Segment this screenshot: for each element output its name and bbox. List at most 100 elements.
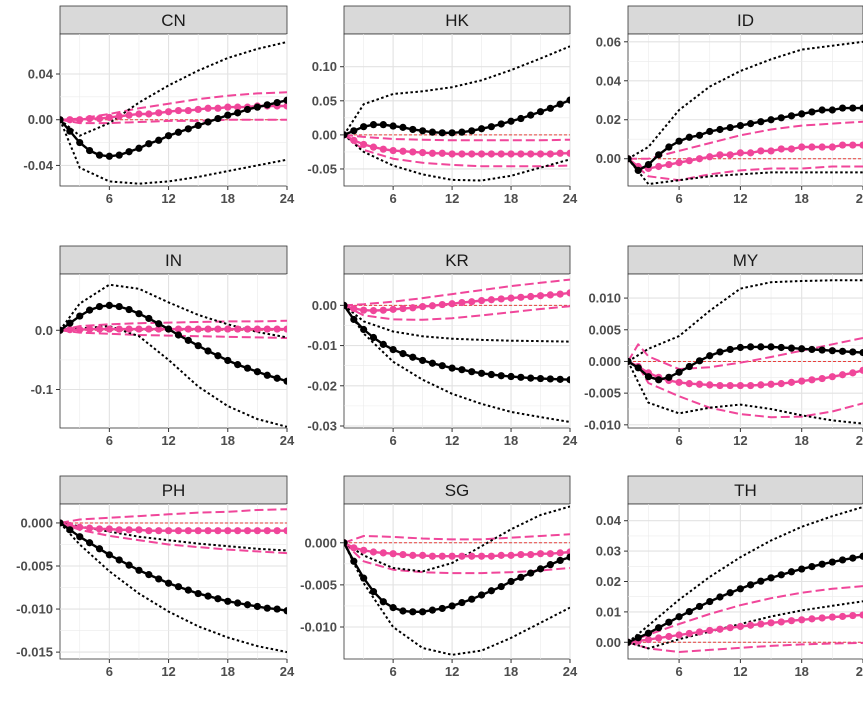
data-point (665, 618, 673, 626)
data-point (350, 304, 358, 313)
data-point (389, 345, 397, 354)
data-point (859, 611, 863, 619)
data-point (105, 525, 113, 533)
data-point (716, 125, 724, 134)
data-point (706, 597, 714, 606)
data-point (536, 550, 545, 558)
x-tick-label: 6 (106, 191, 113, 206)
data-point (389, 146, 397, 155)
data-point (184, 336, 192, 344)
data-point (409, 353, 417, 361)
data-point (448, 300, 456, 308)
data-point (634, 634, 642, 642)
data-point (726, 624, 734, 632)
data-point (360, 123, 368, 131)
data-point (95, 151, 104, 159)
data-point (273, 98, 281, 107)
data-point (224, 527, 232, 535)
facet-title: IN (165, 251, 182, 270)
data-point (685, 157, 693, 165)
data-point (115, 112, 123, 120)
y-tick-label: -0.03 (307, 418, 337, 433)
x-tick-label: 12 (161, 664, 175, 679)
data-point (145, 325, 153, 333)
data-point (706, 352, 714, 360)
data-point (350, 127, 358, 135)
x-tick-label: 24 (563, 664, 578, 679)
data-point (808, 143, 816, 151)
data-point (458, 128, 466, 136)
data-point (135, 110, 143, 118)
data-point (263, 371, 271, 379)
x-tick-label: 12 (733, 664, 747, 679)
confidence-band-main (344, 505, 570, 573)
data-point (234, 527, 242, 535)
y-tick-label: -0.010 (300, 619, 337, 634)
data-point (527, 569, 535, 577)
data-point (517, 150, 525, 158)
response-line-comparison (60, 327, 287, 332)
facet-strip (59, 475, 288, 505)
y-tick-label: 0.00 (312, 298, 337, 313)
data-point (546, 150, 554, 158)
data-point (369, 588, 378, 596)
data-point (86, 325, 94, 333)
facet-th: TH 6 12 18 24 0.04 0.03 0.02 0.01 0.00 (596, 475, 863, 679)
data-point (458, 598, 466, 607)
data-point (243, 601, 252, 609)
data-point (283, 377, 287, 385)
data-point (360, 574, 368, 582)
confidence-band-comparison (344, 278, 570, 307)
y-tick-label: 0.0 (35, 323, 53, 338)
data-point (634, 166, 642, 175)
data-point (747, 343, 755, 351)
facet-strip (343, 475, 571, 505)
data-point (214, 114, 222, 123)
data-point (849, 369, 857, 377)
data-point (726, 381, 734, 390)
data-point (838, 347, 847, 355)
data-point (628, 357, 632, 366)
data-point (767, 380, 775, 388)
data-point (428, 128, 437, 136)
data-point (736, 149, 744, 157)
data-point (273, 374, 281, 382)
plot-panel (343, 503, 571, 660)
data-point (798, 377, 806, 385)
data-point (838, 371, 847, 379)
data-point (655, 634, 663, 642)
data-point (409, 551, 417, 559)
data-point (675, 159, 683, 167)
data-point (115, 302, 123, 311)
data-point (448, 364, 456, 372)
data-point (468, 127, 476, 135)
data-point (115, 526, 123, 534)
data-point (644, 373, 653, 381)
plot-panel (59, 273, 288, 429)
data-point (224, 111, 232, 119)
data-point (174, 325, 183, 333)
confidence-band-main (628, 158, 863, 186)
facet-title: MY (733, 251, 759, 270)
data-point (828, 373, 836, 381)
data-point (787, 344, 796, 352)
y-tick-label: 0.010 (588, 291, 621, 306)
facet-sg: SG 6 12 18 24 0.000 -0.005 -0.010 (300, 475, 578, 679)
data-point (409, 304, 417, 312)
data-point (105, 152, 113, 160)
data-point (125, 148, 133, 156)
data-point (263, 325, 271, 333)
data-point (706, 127, 714, 136)
confidence-band-comparison (628, 157, 863, 182)
x-tick-label: 12 (161, 433, 175, 448)
data-point (777, 571, 785, 579)
data-point (527, 292, 535, 301)
data-point (849, 141, 857, 149)
data-point (726, 151, 734, 159)
data-point (695, 602, 704, 611)
x-tick-label: 24 (856, 191, 863, 206)
data-point (808, 615, 816, 623)
y-tick-label: 0.05 (312, 93, 337, 108)
x-tick-label: 18 (504, 191, 518, 206)
data-point (135, 310, 143, 318)
